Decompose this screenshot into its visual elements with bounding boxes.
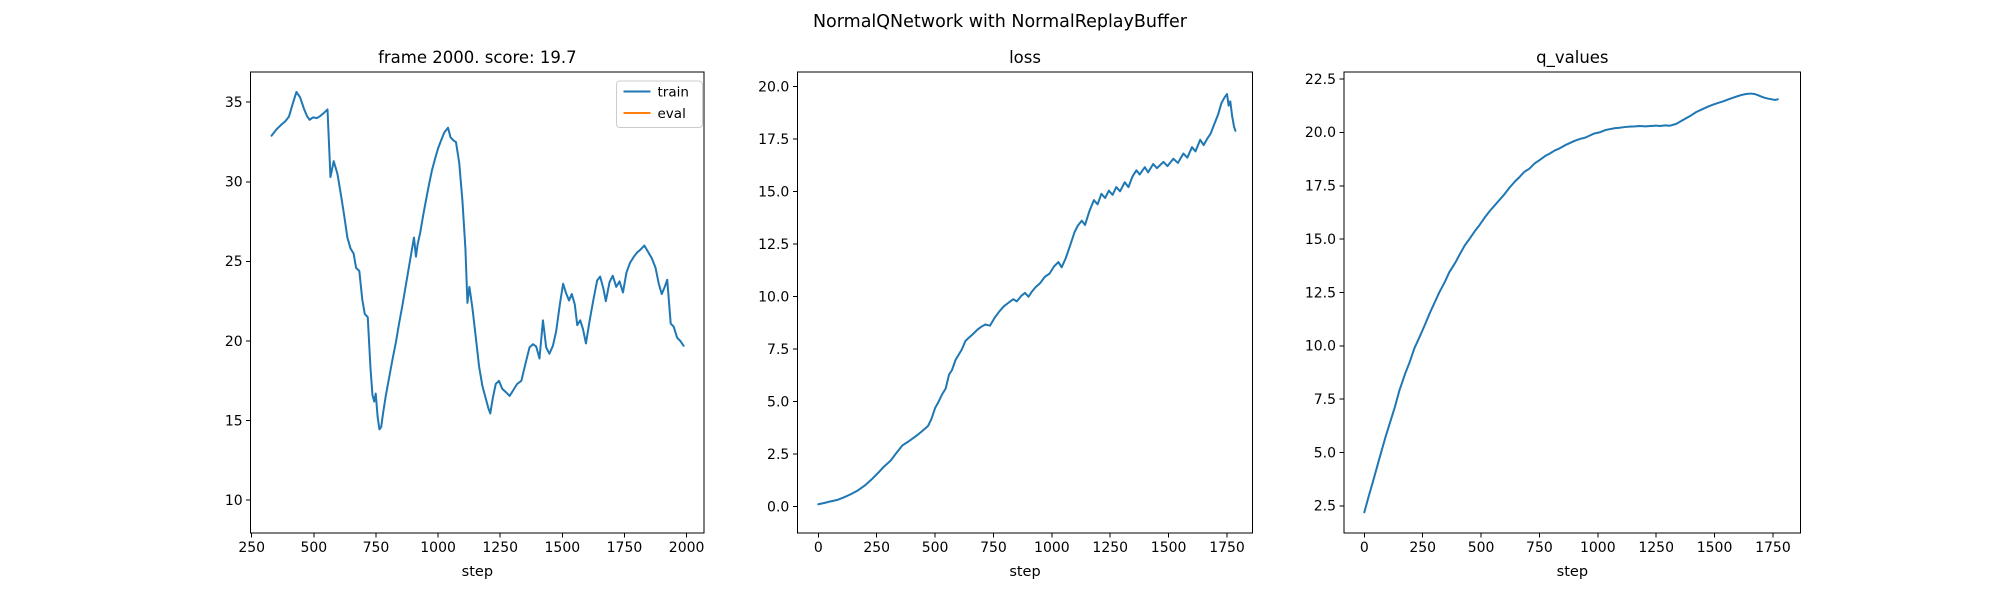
x-tick-label: 1750 (607, 540, 643, 556)
x-tick-label: 1000 (1034, 540, 1070, 556)
y-tick-label: 0.0 (767, 500, 789, 516)
x-tick-label: 1250 (1638, 540, 1674, 556)
x-tick-label: 1000 (1580, 540, 1616, 556)
x-tick-label: 250 (1409, 540, 1436, 556)
y-tick-label: 22.5 (1305, 72, 1336, 88)
legend-label-train: train (658, 84, 689, 100)
y-tick-label: 15.0 (758, 185, 789, 201)
y-tick-label: 12.5 (758, 237, 789, 253)
y-tick-label: 30 (225, 175, 243, 191)
y-tick-label: 10.0 (758, 290, 789, 306)
legend-label-eval: eval (658, 106, 686, 122)
x-tick-label: 2000 (669, 540, 705, 556)
y-tick-label: 10.0 (1305, 339, 1336, 355)
y-tick-label: 17.5 (758, 132, 789, 148)
x-tick-label: 750 (363, 540, 390, 556)
y-tick-label: 17.5 (1305, 179, 1336, 195)
y-tick-label: 35 (225, 95, 243, 111)
figure-suptitle: NormalQNetwork with NormalReplayBuffer (812, 12, 1188, 32)
x-axis-label: step (462, 564, 493, 580)
axes-frame (796, 71, 1254, 534)
x-tick-label: 1500 (1697, 540, 1733, 556)
y-tick-label: 12.5 (1305, 285, 1336, 301)
x-tick-label: 1500 (545, 540, 581, 556)
legend: train eval (616, 80, 703, 128)
x-tick-label: 1250 (1092, 540, 1128, 556)
x-tick-label: 1750 (1209, 540, 1245, 556)
axes-frame (250, 71, 705, 534)
y-tick-label: 25 (225, 254, 243, 270)
x-tick-label: 250 (238, 540, 265, 556)
x-tick-label: 0 (1360, 540, 1369, 556)
series-line-train (270, 90, 685, 431)
x-tick-label: 1000 (420, 540, 456, 556)
y-tick-label: 2.5 (767, 447, 789, 463)
y-tick-label: 20.0 (758, 80, 789, 96)
y-tick-label: 20.0 (1305, 125, 1336, 141)
x-tick-label: 750 (1526, 540, 1553, 556)
subplot-score: 250 500 750 1000 1250 1500 1750 2000 10 15 20 25 30 3… (225, 48, 705, 580)
y-tick-label: 20 (225, 334, 243, 350)
x-tick-label: 500 (1468, 540, 1495, 556)
x-tick-label: 500 (922, 540, 949, 556)
subplot-title: loss (1009, 48, 1041, 67)
subplot-title: q_values (1536, 48, 1608, 68)
y-tick-label: 7.5 (1314, 392, 1336, 408)
legend-box (616, 80, 703, 128)
y-tick-label: 7.5 (767, 342, 789, 358)
subplot-title: frame 2000. score: 19.7 (378, 48, 577, 67)
series-line-loss (817, 93, 1237, 506)
y-tick-label: 15 (225, 413, 243, 429)
x-tick-label: 1250 (482, 540, 518, 556)
x-tick-label: 500 (300, 540, 327, 556)
x-axis-label: step (1009, 564, 1040, 580)
series-line-q_values (1363, 92, 1779, 514)
x-tick-label: 0 (814, 540, 823, 556)
x-tick-label: 1500 (1151, 540, 1187, 556)
subplot-loss: 0 250 500 750 1000 1250 1500 1750 0.0 2.5 5.0 7.5 10… (758, 48, 1254, 580)
x-tick-label: 250 (863, 540, 890, 556)
y-tick-label: 2.5 (1314, 499, 1336, 515)
y-tick-label: 10 (225, 493, 243, 509)
y-tick-label: 15.0 (1305, 232, 1336, 248)
x-axis-label: step (1557, 564, 1588, 580)
y-tick-label: 5.0 (767, 395, 789, 411)
axes-frame (1343, 71, 1802, 534)
y-tick-label: 5.0 (1314, 445, 1336, 461)
x-tick-label: 750 (980, 540, 1007, 556)
subplot-q_values: 0 250 500 750 1000 1250 1500 1750 2.5 5.0 7.5 10.0 1… (1305, 48, 1802, 580)
x-tick-label: 1750 (1755, 540, 1791, 556)
